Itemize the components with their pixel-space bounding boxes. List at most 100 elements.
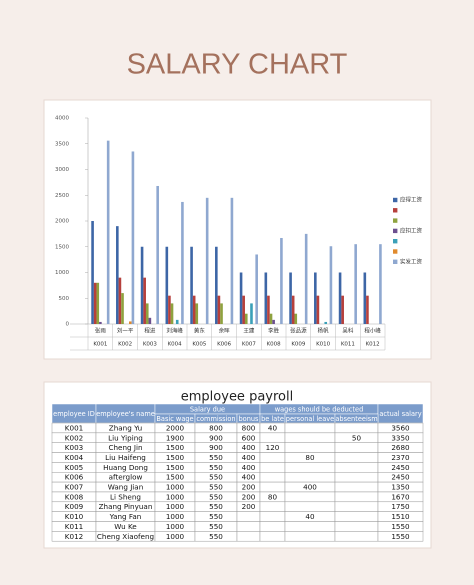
table-cell <box>334 481 379 493</box>
bar <box>269 313 273 324</box>
bar <box>255 254 258 324</box>
cell-text: 1500 <box>166 453 185 462</box>
cell-text: 1000 <box>166 483 185 492</box>
table-cell <box>236 521 261 532</box>
cell-text: K001 <box>65 423 83 432</box>
cell-text: K002 <box>65 433 83 442</box>
legend-swatch <box>393 197 398 203</box>
bar <box>165 246 169 324</box>
cell-text: Cheng Xiaofeng <box>97 532 154 541</box>
x-tick-id: K001 <box>93 342 107 348</box>
header-text: actual salary <box>379 410 421 418</box>
table-cell <box>334 501 379 512</box>
page-title: SALARY CHART <box>127 49 348 81</box>
cell-text: K008 <box>65 492 84 501</box>
table-title: employee payroll <box>181 390 293 405</box>
cell-text: 550 <box>209 473 223 482</box>
table-cell <box>334 511 379 522</box>
table-cell <box>334 521 379 532</box>
bar <box>291 295 295 324</box>
cell-text: 400 <box>242 463 256 472</box>
x-tick-id: K008 <box>267 342 282 348</box>
table-cell <box>259 472 286 483</box>
bar <box>316 295 320 324</box>
table-cell <box>334 452 379 463</box>
y-tick-label: 3000 <box>55 167 69 173</box>
table-cell <box>334 491 379 503</box>
x-tick-label: 杨帆 <box>318 327 330 335</box>
bar <box>145 303 149 324</box>
cell-text: 2680 <box>391 443 410 452</box>
cell-text: K007 <box>65 483 83 492</box>
x-tick-id: K005 <box>192 342 207 348</box>
cell-text: 550 <box>209 532 223 541</box>
y-tick-label: 3500 <box>55 141 69 147</box>
cell-text: 800 <box>209 423 223 432</box>
header-text: Salary due <box>190 406 225 414</box>
cell-text: 50 <box>352 433 362 442</box>
bar <box>106 140 110 324</box>
cell-text: 40 <box>305 512 315 521</box>
bar <box>242 295 245 324</box>
table-cell <box>284 472 336 483</box>
cell-text: 1550 <box>391 522 410 531</box>
legend-swatch <box>393 259 398 264</box>
cell-text: 800 <box>242 423 256 432</box>
cell-text: 1500 <box>166 463 185 472</box>
y-tick-label: 1500 <box>55 244 69 250</box>
x-tick-id: K009 <box>291 342 306 348</box>
cell-text: 1670 <box>391 492 410 501</box>
table-cell <box>284 521 336 532</box>
table-cell <box>284 462 336 473</box>
cell-text: 2450 <box>391 473 410 482</box>
cell-text: Zhang Yu <box>109 423 142 432</box>
table-cell <box>284 432 336 443</box>
header-text: be late <box>261 415 284 423</box>
cell-text: 200 <box>242 502 256 511</box>
cell-text: 3560 <box>391 423 410 432</box>
bar <box>220 303 223 324</box>
bar <box>230 197 234 324</box>
cell-text: Li Sheng <box>110 492 141 501</box>
table-cell <box>259 531 286 542</box>
bar <box>121 293 124 324</box>
cell-text: 400 <box>242 443 256 452</box>
legend-label: 应得工资 <box>400 196 423 204</box>
cell-text: 550 <box>209 512 223 521</box>
bar <box>280 237 283 324</box>
bar <box>304 233 308 324</box>
cell-text: 600 <box>242 433 256 442</box>
cell-text: 2000 <box>166 423 185 432</box>
y-tick-label: 0 <box>66 322 70 328</box>
x-tick-id: K004 <box>168 342 183 348</box>
bar <box>175 319 179 324</box>
x-tick-id: K011 <box>341 342 355 348</box>
bar <box>289 272 292 324</box>
x-tick-label: 李胜 <box>268 327 280 335</box>
bar <box>267 295 270 324</box>
cell-text: 1000 <box>166 532 185 541</box>
bar <box>363 272 367 324</box>
bar <box>93 282 97 324</box>
cell-text: K010 <box>65 512 84 521</box>
bar <box>148 317 152 324</box>
table-cell <box>334 531 379 542</box>
cell-text: 1000 <box>166 522 185 531</box>
cell-text: 1500 <box>166 473 185 482</box>
bar <box>143 277 146 324</box>
legend-label: 实发工资 <box>400 257 423 265</box>
x-tick-label: 张雨 <box>95 327 107 335</box>
table-cell <box>284 491 336 503</box>
cell-text: 1510 <box>391 512 410 521</box>
bar <box>338 272 342 324</box>
cell-text: 1900 <box>166 433 185 442</box>
cell-text: Wang Jian <box>108 483 144 492</box>
cell-text: 200 <box>242 483 256 492</box>
bar <box>99 321 102 324</box>
cell-text: afterglow <box>109 473 143 482</box>
y-tick-label: 500 <box>59 296 70 302</box>
x-tick-label: 程进 <box>144 327 156 335</box>
cell-text: 900 <box>209 443 223 452</box>
legend-label: 应扣工资 <box>400 226 423 234</box>
header-text: wages should be deducted <box>275 406 364 414</box>
